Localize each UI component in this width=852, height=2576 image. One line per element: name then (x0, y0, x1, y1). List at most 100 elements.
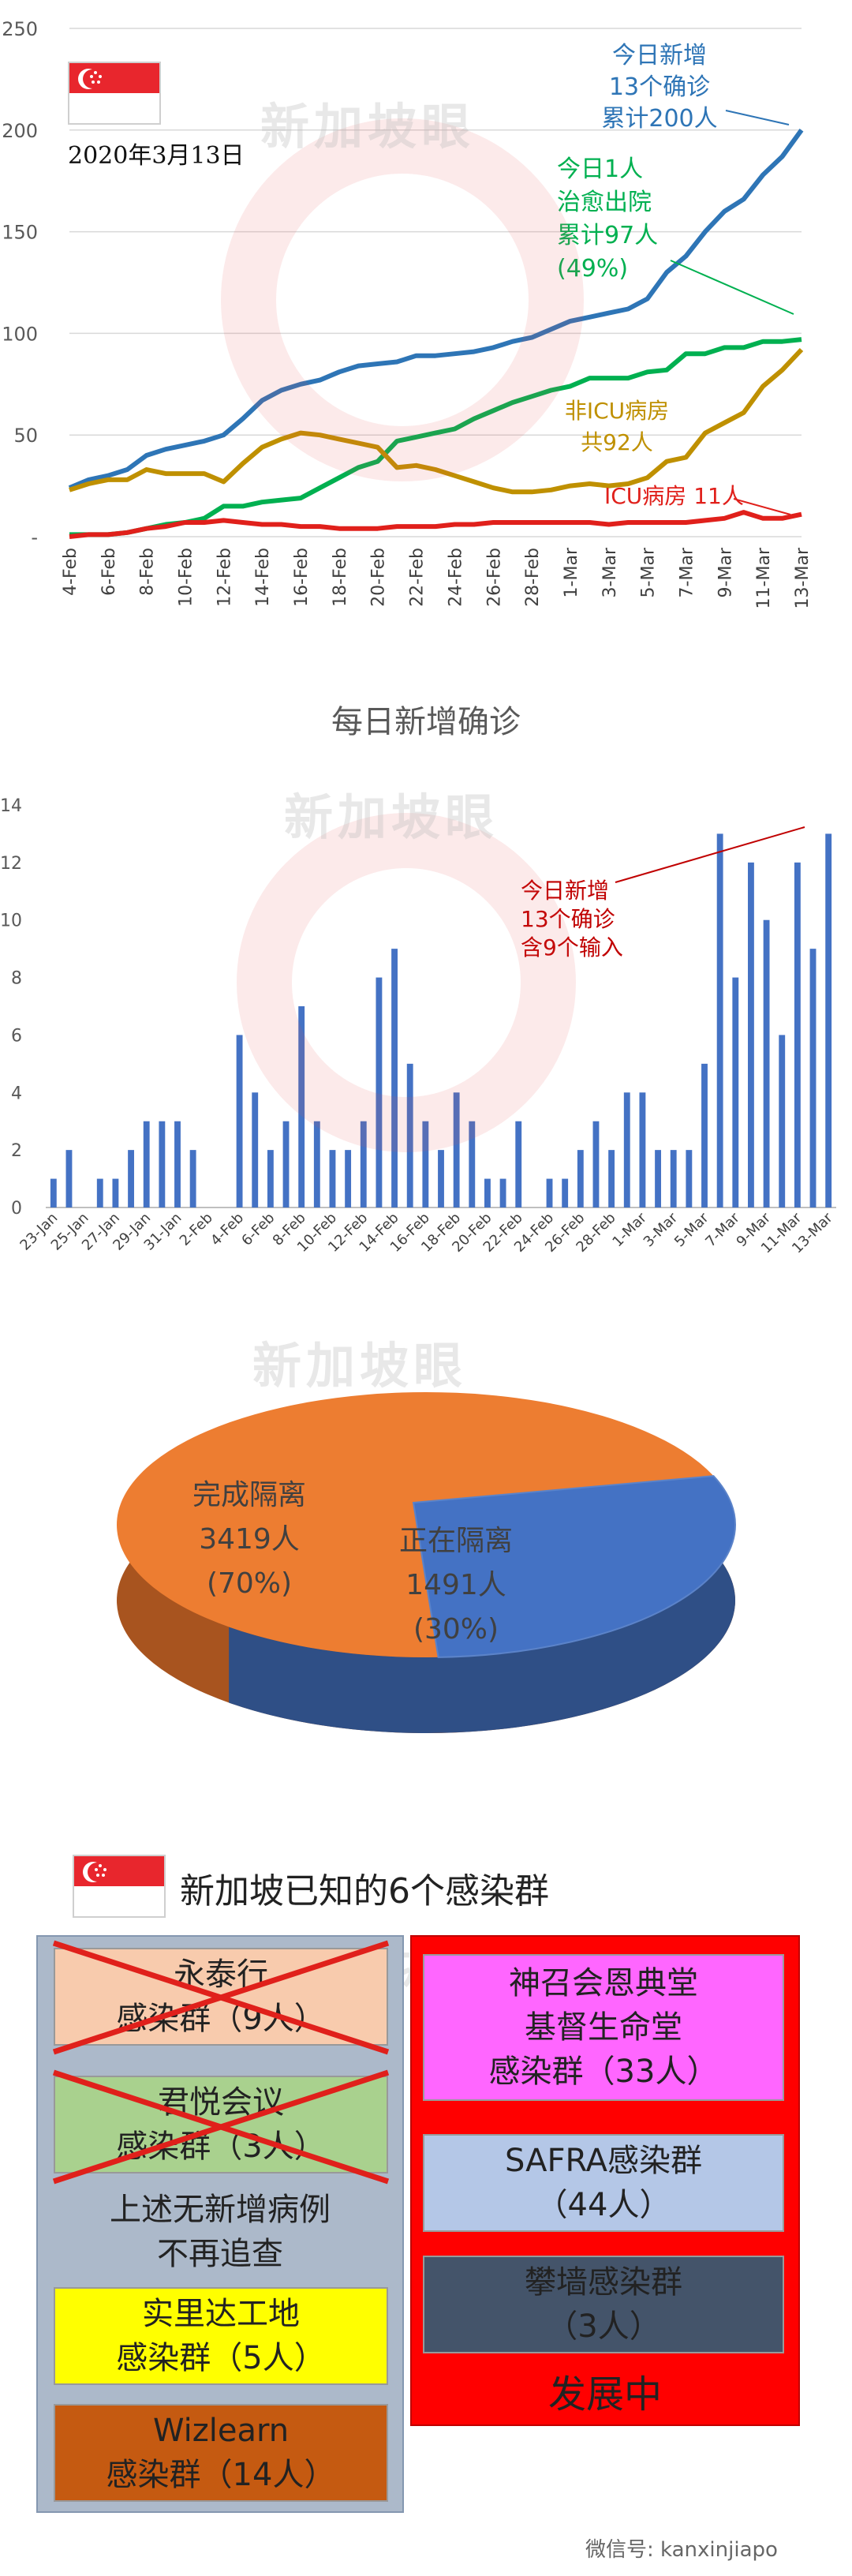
cluster-card-climbing: 攀墙感染群 （3人） (423, 2256, 784, 2353)
clusters-title: 新加坡已知的6个感染群 (180, 1871, 549, 1911)
x-tick-label: 12-Feb (215, 548, 234, 607)
annotation-today: 含9个输入 (521, 934, 623, 960)
pie-chart-svg: 完成隔离 3419人 (70%) 正在隔离 1491人 (30%) (117, 1392, 736, 1733)
bar (329, 1150, 336, 1208)
bar (453, 1092, 460, 1208)
cluster-label: 感染群（14人） (106, 2457, 336, 2493)
daily-bar-chart: 新加坡眼 每日新增确诊 14 12 10 8 6 4 2 0 23-Jan 25-Jan 27-Jan… (0, 687, 852, 1302)
clusters-panel: 新加坡眼 新加坡已知的6个感染群 永泰行 感染群（9人） 君悦会议 感染群（3人… (0, 1831, 852, 2576)
pie-side-blue (229, 1476, 736, 1733)
y-tick-label: 0 (11, 1199, 22, 1219)
bar-chart-svg: 每日新增确诊1412108642023-Jan25-Jan27-Jan29-Ja… (0, 704, 836, 1256)
bar (686, 1150, 693, 1208)
bar (562, 1178, 569, 1208)
cluster-label: Wizlearn (152, 2413, 290, 2449)
y-tick-label: 250 (2, 18, 38, 40)
x-tick-label: 9-Mar (716, 547, 735, 597)
pie-label-ongoing: (30%) (413, 1613, 499, 1646)
y-tick-label: 14 (0, 796, 22, 816)
cluster-label: 感染群（33人） (488, 2054, 719, 2090)
singapore-flag-icon (73, 1855, 166, 1918)
bar (406, 1063, 413, 1208)
cluster-label: 基督生命堂 (525, 2009, 682, 2046)
cluster-label: 实里达工地 (142, 2296, 300, 2332)
x-tick-label: 7-Mar (677, 547, 697, 597)
annotation-discharged: 累计97人 (557, 222, 658, 249)
y-tick-label: 6 (11, 1026, 22, 1046)
bar (236, 1035, 243, 1208)
x-tick-label: 20-Feb (369, 548, 389, 607)
x-tick-label: 2-Feb (177, 1210, 216, 1249)
bar (655, 1150, 661, 1208)
bar (716, 833, 723, 1208)
closed-note: 上述无新增病例 不再追查 (38, 2183, 402, 2281)
annotation-arrow (615, 826, 805, 883)
y-tick-label: 12 (0, 854, 22, 874)
x-tick-label: 1-Mar (609, 1209, 650, 1250)
annotation-discharged: (49%) (557, 255, 628, 283)
bar (515, 1121, 522, 1208)
x-tick-label: 1-Mar (562, 547, 581, 597)
y-tick-label: 50 (13, 425, 38, 447)
bar (96, 1178, 103, 1208)
bar (763, 919, 770, 1208)
y-tick-label: 200 (2, 120, 38, 142)
x-tick-label: 8-Feb (138, 548, 158, 596)
y-tick-label: 100 (2, 323, 38, 345)
annotation-arrow (733, 498, 791, 515)
annotation-today: 今日新增 (521, 878, 609, 904)
x-tick-label: 18-Feb (331, 548, 350, 607)
cluster-label: 感染群（3人） (116, 2129, 326, 2165)
bar (159, 1121, 166, 1208)
bar (345, 1150, 352, 1208)
bar (794, 862, 801, 1208)
bar (809, 949, 816, 1208)
x-tick-label: 5-Mar (671, 1209, 712, 1250)
bar (112, 1178, 119, 1208)
closed-note-line: 不再追查 (157, 2236, 283, 2272)
bar (670, 1150, 677, 1208)
bar (422, 1121, 429, 1208)
bar (252, 1092, 259, 1208)
bar (639, 1092, 646, 1208)
bar (174, 1121, 181, 1208)
bar (592, 1121, 600, 1208)
bar (189, 1150, 196, 1208)
bar (469, 1121, 476, 1208)
x-tick-label: 24-Feb (446, 548, 465, 607)
annotation-arrow (725, 110, 790, 125)
y-tick-label: 10 (0, 912, 22, 931)
x-tick-label: 11-Mar (754, 547, 774, 608)
wechat-id: 微信号: kanxinjiapo (585, 2538, 778, 2562)
bar (128, 1150, 134, 1208)
x-tick-label: 3-Mar (600, 547, 620, 597)
x-tick-label: 4-Feb (207, 1210, 247, 1249)
bar (484, 1178, 491, 1208)
cluster-label: 感染群（5人） (116, 2340, 326, 2376)
bar (608, 1150, 615, 1208)
annotation-discharged: 治愈出院 (557, 189, 652, 216)
left-panel: 永泰行 感染群（9人） 君悦会议 感染群（3人） 上述无新增病例 不再追查 实里… (36, 1935, 404, 2513)
cluster-label: （3人） (546, 2308, 661, 2345)
series-line (69, 510, 802, 539)
isolation-pie-chart: 新加坡眼 完成隔离 3419人 (70%) 正在隔离 1491人 (30%) (0, 1310, 852, 1815)
bar (825, 833, 832, 1208)
annotation-arrow (670, 260, 794, 315)
closed-note-line: 上述无新增病例 (110, 2192, 331, 2228)
bar (438, 1150, 444, 1208)
annotation-discharged: 今日1人 (557, 155, 643, 183)
x-tick-label: 13-Mar (793, 547, 813, 608)
annotation-non-icu: 共92人 (581, 429, 653, 455)
bar (65, 1150, 73, 1208)
x-tick-label: 6-Feb (238, 1210, 278, 1249)
date-label: 2020年3月13日 (68, 142, 245, 170)
x-tick-label: 6-Feb (99, 548, 119, 596)
bar (267, 1150, 274, 1208)
cross-out-icon (52, 1940, 390, 2055)
x-tick-label: 16-Feb (292, 548, 312, 607)
cluster-label: 攀墙感染群 (525, 2264, 682, 2301)
bar (701, 1063, 708, 1208)
bar (546, 1178, 553, 1208)
bar (779, 1035, 786, 1208)
bar (748, 862, 754, 1208)
